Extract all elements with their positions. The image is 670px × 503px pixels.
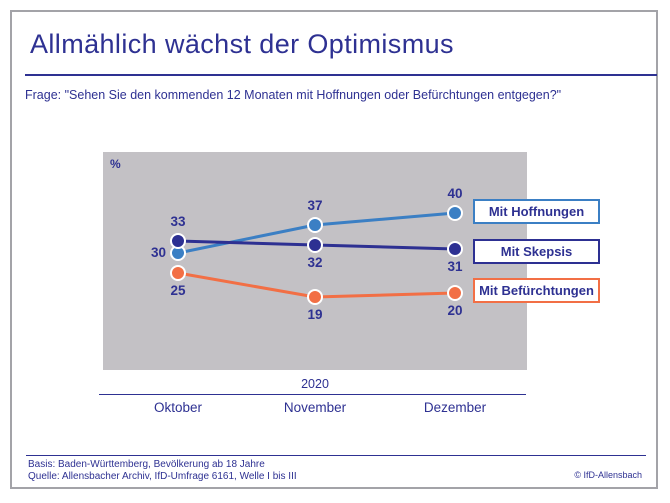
footer-basis: Basis: Baden-Württemberg, Bevölkerung ab… xyxy=(28,459,265,470)
slide-frame xyxy=(10,10,658,489)
data-point xyxy=(307,217,323,233)
value-label: 32 xyxy=(307,255,323,270)
legend-label-befuerchtungen: Mit Befürchtungen xyxy=(479,283,594,298)
value-label: 31 xyxy=(447,259,463,274)
data-point xyxy=(307,289,323,305)
survey-question: Frage: "Sehen Sie den kommenden 12 Monat… xyxy=(25,88,562,102)
data-point xyxy=(307,237,323,253)
data-point xyxy=(447,205,463,221)
chart-plot-area xyxy=(103,152,527,370)
value-label: 19 xyxy=(307,307,323,322)
legend-label-hoffnungen: Mit Hoffnungen xyxy=(488,204,585,219)
footer-quelle: Quelle: Allensbacher Archiv, IfD-Umfrage… xyxy=(28,471,297,482)
legend-item-befuerchtungen: Mit Befürchtungen xyxy=(473,278,600,303)
footer-divider xyxy=(26,455,646,456)
data-point xyxy=(447,241,463,257)
value-label: 33 xyxy=(170,214,186,229)
legend-item-skepsis: Mit Skepsis xyxy=(473,239,600,264)
x-tick-dezember: Dezember xyxy=(423,400,487,415)
title-divider xyxy=(25,74,657,76)
percent-axis-label: % xyxy=(110,157,121,171)
data-point xyxy=(170,265,186,281)
footer-copyright: © IfD-Allensbach xyxy=(574,470,642,480)
value-label: 37 xyxy=(307,198,323,213)
page-title: Allmählich wächst der Optimismus xyxy=(30,29,454,59)
x-axis-line xyxy=(99,394,526,395)
value-label: 40 xyxy=(447,186,463,201)
data-point xyxy=(447,285,463,301)
value-label: 30 xyxy=(150,245,166,260)
value-label: 20 xyxy=(447,303,463,318)
value-label: 25 xyxy=(170,283,186,298)
x-tick-oktober: Oktober xyxy=(153,400,203,415)
legend-label-skepsis: Mit Skepsis xyxy=(500,244,573,259)
x-tick-november: November xyxy=(283,400,347,415)
legend-item-hoffnungen: Mit Hoffnungen xyxy=(473,199,600,224)
x-axis-year-label: 2020 xyxy=(301,377,329,391)
data-point xyxy=(170,233,186,249)
